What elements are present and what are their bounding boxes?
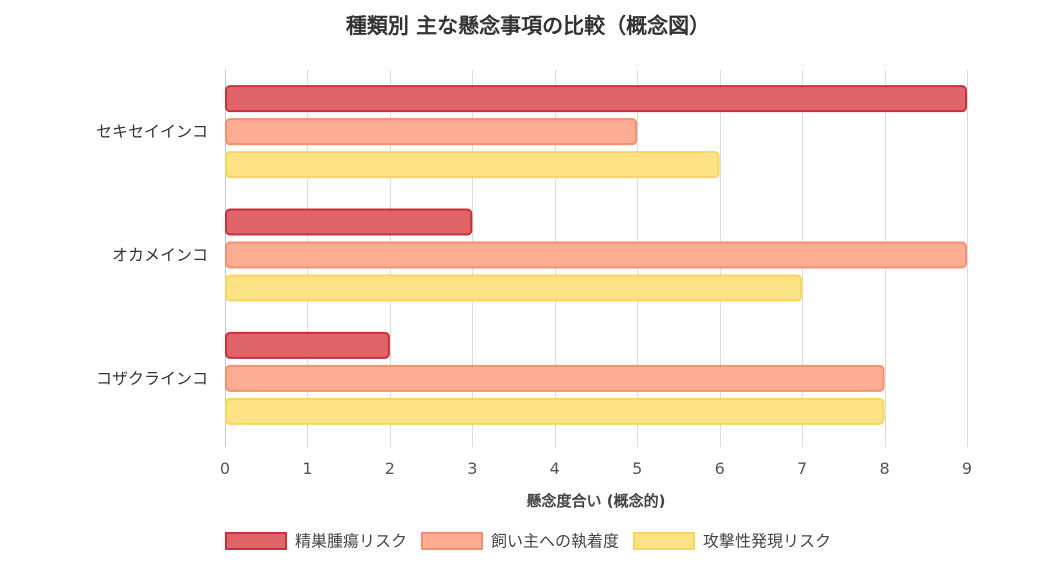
x-tick-label: 0 — [220, 459, 230, 478]
x-tick-label: 4 — [550, 459, 560, 478]
chart-title: 種類別 主な懸念事項の比較（概念図） — [346, 14, 710, 38]
legend-label: 飼い主への執着度 — [491, 532, 619, 551]
legend: 精巣腫瘍リスク 飼い主への執着度 攻撃性発現リスク — [224, 532, 831, 551]
x-tick-label: 7 — [797, 459, 807, 478]
x-tick-label: 5 — [632, 459, 642, 478]
legend-item[interactable]: 攻撃性発現リスク — [633, 532, 831, 551]
bar — [225, 331, 390, 359]
y-category-label: コザクラインコ — [96, 369, 208, 388]
bar — [225, 208, 473, 236]
legend-swatch — [633, 532, 696, 550]
bar — [225, 85, 967, 113]
x-axis: 0 1 2 3 4 5 6 7 8 9 — [220, 459, 972, 478]
legend-item[interactable]: 精巣腫瘍リスク — [224, 532, 407, 551]
legend-label: 精巣腫瘍リスク — [295, 532, 407, 551]
x-tick-label: 9 — [962, 459, 972, 478]
x-tick-label: 1 — [302, 459, 312, 478]
x-tick-label: 6 — [715, 459, 725, 478]
bar — [225, 364, 885, 392]
bar — [225, 151, 720, 179]
x-tick-label: 2 — [385, 459, 395, 478]
x-tick-label: 8 — [879, 459, 889, 478]
bar — [225, 241, 967, 269]
legend-swatch — [420, 532, 483, 550]
x-axis-title: 懸念度合い (概念的) — [527, 492, 666, 510]
bars — [225, 85, 967, 425]
legend-item[interactable]: 飼い主への執着度 — [420, 532, 619, 551]
y-category-label: セキセイインコ — [96, 122, 208, 141]
legend-label: 攻撃性発現リスク — [703, 532, 831, 551]
y-category-label: オカメインコ — [112, 246, 208, 265]
x-tick-label: 3 — [467, 459, 477, 478]
bar — [225, 397, 885, 425]
bar — [225, 118, 638, 146]
bar — [225, 274, 803, 302]
legend-swatch — [224, 532, 287, 550]
